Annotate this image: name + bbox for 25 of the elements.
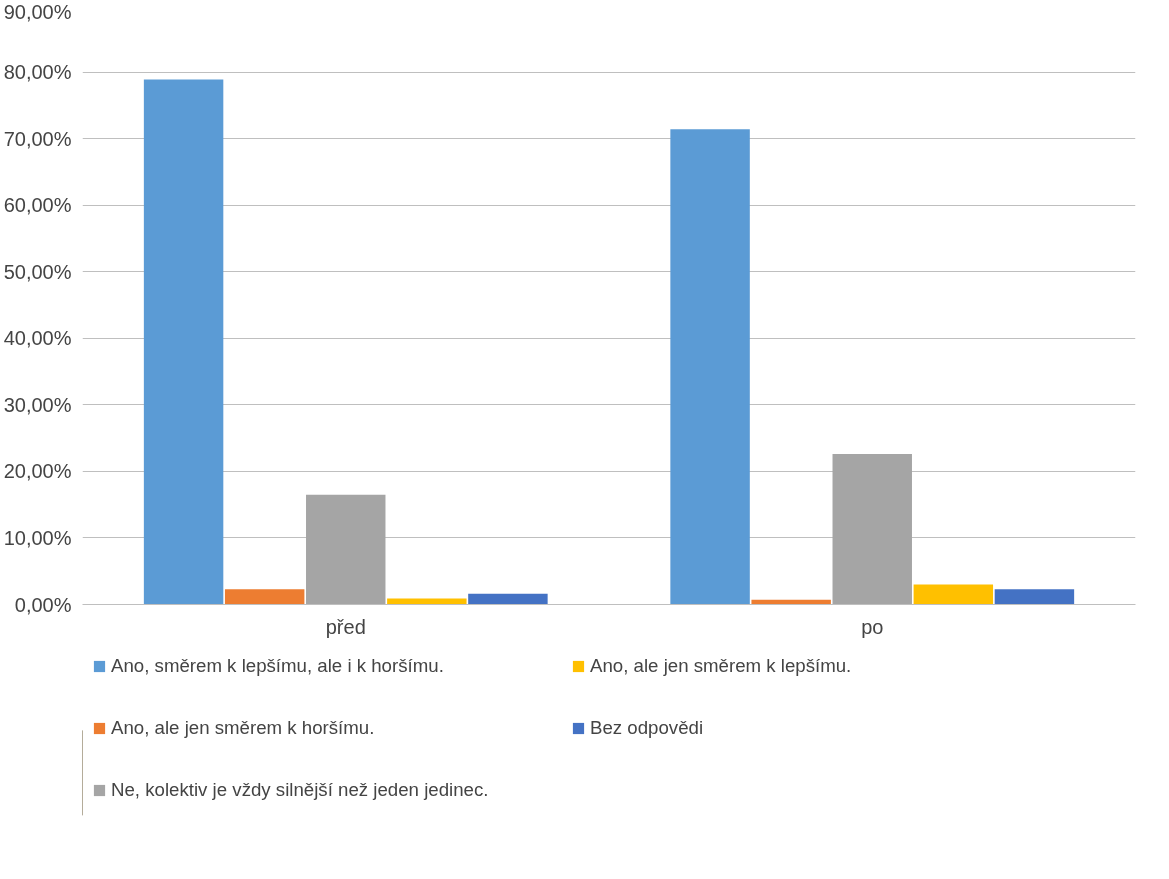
x-tick-label: před <box>325 615 366 638</box>
y-tick-label: 50,00% <box>3 260 72 283</box>
legend-label: Ano, ale jen směrem k horšímu. <box>111 717 376 739</box>
legend-label: Ano, směrem k lepšímu, ale i k horšímu. <box>111 655 445 677</box>
y-tick-label: 40,00% <box>3 327 72 350</box>
x-tick-label: po <box>861 615 884 638</box>
bar <box>224 589 305 605</box>
legend-label: Bez odpovědi <box>590 717 705 739</box>
y-tick-label: 80,00% <box>3 61 72 84</box>
y-tick-label: 0,00% <box>14 593 72 616</box>
bar <box>468 593 548 605</box>
legend-label: Ne, kolektiv je vždy silnější než jeden jedinec. <box>111 779 490 801</box>
bar <box>832 454 912 605</box>
bar <box>994 589 1075 605</box>
bar <box>913 584 994 605</box>
y-tick-label: 20,00% <box>3 460 72 483</box>
y-tick-label: 90,00% <box>3 0 72 23</box>
y-tick-label: 30,00% <box>3 393 72 416</box>
bar <box>306 494 386 605</box>
legend-label: Ano, ale jen směrem k lepšímu. <box>590 655 853 677</box>
y-tick-label: 70,00% <box>3 127 72 150</box>
bar <box>670 129 750 605</box>
y-tick-label: 10,00% <box>3 526 72 549</box>
bar <box>143 79 224 605</box>
y-tick-label: 60,00% <box>3 194 72 217</box>
